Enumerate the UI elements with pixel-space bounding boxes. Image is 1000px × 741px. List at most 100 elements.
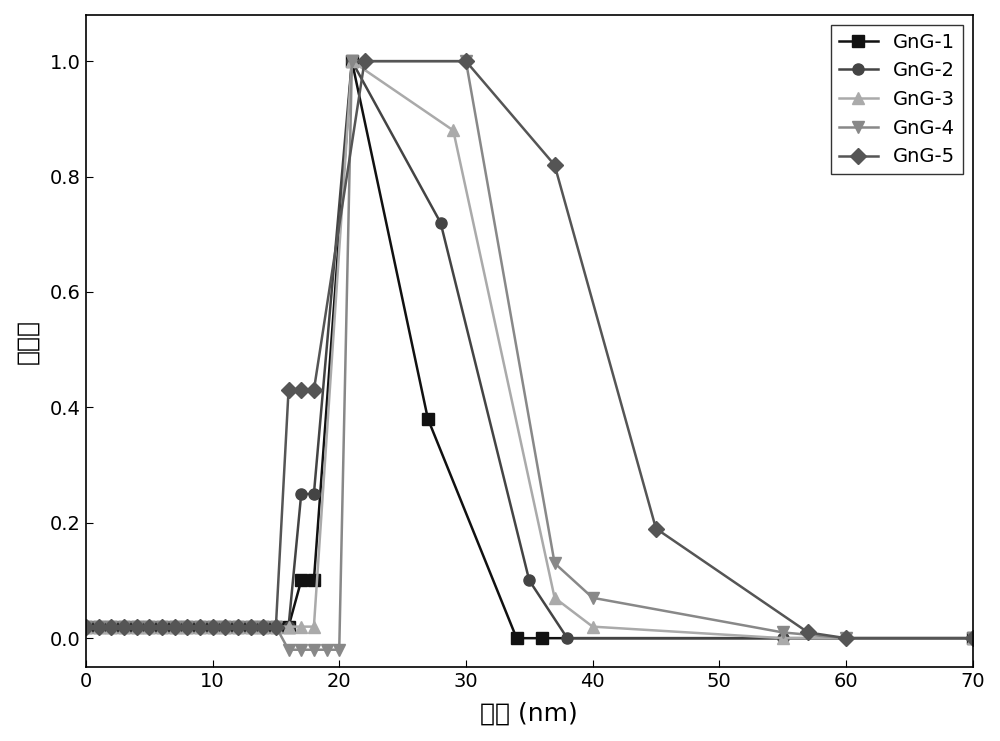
GnG-5 — [295, 385, 307, 394]
GnG-1 — [245, 622, 257, 631]
Line: GnG-3: GnG-3 — [80, 56, 978, 644]
GnG-2 — [283, 622, 295, 631]
GnG-2 — [777, 634, 789, 642]
GnG-3 — [308, 622, 320, 631]
GnG-4 — [105, 622, 117, 631]
Legend: GnG-1, GnG-2, GnG-3, GnG-4, GnG-5: GnG-1, GnG-2, GnG-3, GnG-4, GnG-5 — [831, 24, 963, 174]
GnG-2 — [80, 622, 92, 631]
GnG-3 — [93, 622, 105, 631]
GnG-5 — [802, 628, 814, 637]
GnG-2 — [131, 622, 143, 631]
GnG-4 — [143, 622, 155, 631]
GnG-4 — [840, 634, 852, 642]
GnG-3 — [295, 622, 307, 631]
GnG-4 — [232, 622, 244, 631]
GnG-4 — [967, 634, 979, 642]
GnG-3 — [777, 634, 789, 642]
GnG-4 — [346, 57, 358, 66]
GnG-5 — [549, 161, 561, 170]
X-axis label: 半径 (nm): 半径 (nm) — [480, 702, 578, 726]
GnG-3 — [105, 622, 117, 631]
GnG-5 — [967, 634, 979, 642]
GnG-5 — [156, 622, 168, 631]
GnG-3 — [219, 622, 231, 631]
GnG-2 — [523, 576, 535, 585]
GnG-4 — [333, 645, 345, 654]
GnG-1 — [143, 622, 155, 631]
GnG-1 — [967, 634, 979, 642]
GnG-4 — [131, 622, 143, 631]
GnG-1 — [105, 622, 117, 631]
GnG-5 — [80, 622, 92, 631]
GnG-5 — [232, 622, 244, 631]
GnG-5 — [308, 385, 320, 394]
GnG-3 — [257, 622, 269, 631]
GnG-5 — [283, 385, 295, 394]
GnG-2 — [295, 490, 307, 499]
GnG-4 — [587, 594, 599, 602]
GnG-4 — [283, 645, 295, 654]
GnG-5 — [207, 622, 219, 631]
GnG-4 — [80, 622, 92, 631]
GnG-2 — [308, 490, 320, 499]
GnG-4 — [169, 622, 181, 631]
GnG-2 — [207, 622, 219, 631]
GnG-1 — [308, 576, 320, 585]
GnG-1 — [156, 622, 168, 631]
GnG-2 — [270, 622, 282, 631]
GnG-3 — [270, 622, 282, 631]
GnG-1 — [181, 622, 193, 631]
GnG-4 — [295, 645, 307, 654]
GnG-2 — [118, 622, 130, 631]
GnG-4 — [257, 622, 269, 631]
GnG-5 — [93, 622, 105, 631]
GnG-4 — [194, 622, 206, 631]
GnG-2 — [156, 622, 168, 631]
GnG-1 — [283, 622, 295, 631]
GnG-5 — [840, 634, 852, 642]
Line: GnG-5: GnG-5 — [80, 56, 978, 644]
GnG-3 — [346, 57, 358, 66]
GnG-1 — [194, 622, 206, 631]
GnG-4 — [308, 645, 320, 654]
GnG-2 — [245, 622, 257, 631]
GnG-3 — [549, 594, 561, 602]
GnG-3 — [207, 622, 219, 631]
GnG-2 — [143, 622, 155, 631]
GnG-3 — [587, 622, 599, 631]
GnG-2 — [105, 622, 117, 631]
GnG-1 — [131, 622, 143, 631]
GnG-4 — [118, 622, 130, 631]
GnG-1 — [80, 622, 92, 631]
GnG-1 — [257, 622, 269, 631]
GnG-4 — [93, 622, 105, 631]
GnG-1 — [346, 57, 358, 66]
GnG-4 — [245, 622, 257, 631]
GnG-4 — [321, 645, 333, 654]
GnG-5 — [131, 622, 143, 631]
GnG-4 — [460, 57, 472, 66]
GnG-5 — [460, 57, 472, 66]
GnG-1 — [232, 622, 244, 631]
GnG-1 — [536, 634, 548, 642]
GnG-2 — [346, 57, 358, 66]
GnG-3 — [194, 622, 206, 631]
Line: GnG-1: GnG-1 — [80, 56, 978, 644]
GnG-3 — [169, 622, 181, 631]
GnG-1 — [93, 622, 105, 631]
GnG-1 — [118, 622, 130, 631]
GnG-5 — [169, 622, 181, 631]
GnG-3 — [232, 622, 244, 631]
GnG-5 — [270, 622, 282, 631]
GnG-5 — [359, 57, 371, 66]
GnG-2 — [561, 634, 573, 642]
GnG-2 — [435, 219, 447, 227]
GnG-4 — [156, 622, 168, 631]
Line: GnG-4: GnG-4 — [80, 56, 978, 655]
GnG-4 — [219, 622, 231, 631]
GnG-2 — [93, 622, 105, 631]
GnG-4 — [549, 559, 561, 568]
GnG-1 — [219, 622, 231, 631]
GnG-2 — [967, 634, 979, 642]
GnG-5 — [181, 622, 193, 631]
